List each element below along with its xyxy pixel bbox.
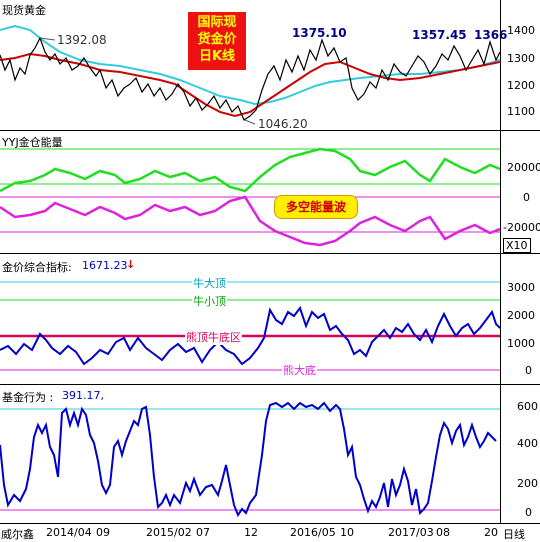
fund-tick-0: 0 xyxy=(525,506,532,519)
price-tick-1300: 1300 xyxy=(507,52,535,65)
composite-title: 金价综合指标: xyxy=(2,261,72,274)
divider xyxy=(0,130,540,131)
composite-axis: 3000 2000 1000 0 xyxy=(500,254,540,384)
x-label-10: 10 xyxy=(340,526,354,539)
x-label-09: 09 xyxy=(96,526,110,539)
label-bull-big: 牛大顶 xyxy=(192,275,227,291)
composite-panel: 金价综合指标: 1671.23 ↓ 牛大顶 牛小顶 熊顶牛底区 熊大底 xyxy=(0,254,500,384)
composite-tick-3000: 3000 xyxy=(507,281,535,294)
x-label-07: 07 xyxy=(196,526,210,539)
price-axis: 1400 1300 1200 1100 xyxy=(500,0,540,130)
price-callout-high3: 1366 xyxy=(474,28,508,42)
fund-chart[interactable] xyxy=(0,385,500,523)
energy-chart[interactable] xyxy=(0,131,500,253)
x-label-brand: 威尔鑫 xyxy=(1,528,34,541)
fund-value: 391.17, xyxy=(62,389,104,402)
x-period[interactable]: 日线 xyxy=(503,528,525,541)
price-title: 现货黄金 xyxy=(2,4,46,17)
chart-banner: 国际现 货金价 日K线 xyxy=(188,12,246,70)
fund-tick-400: 400 xyxy=(517,437,538,450)
fund-tick-200: 200 xyxy=(517,477,538,490)
price-tick-1400: 1400 xyxy=(507,24,535,37)
x-label-20: 20 xyxy=(484,526,498,539)
fund-title: 基金行为 : xyxy=(2,391,54,404)
x-label-12: 12 xyxy=(244,526,258,539)
composite-value: 1671.23 xyxy=(82,259,128,272)
energy-badge: 多空能量波 xyxy=(274,195,358,219)
x-label-2014-04: 2014/04 xyxy=(46,526,92,539)
energy-tick-0: 0 xyxy=(523,191,530,204)
composite-tick-2000: 2000 xyxy=(507,309,535,322)
fund-panel: 基金行为 : 391.17, xyxy=(0,385,500,523)
fund-tick-600: 600 xyxy=(517,400,538,413)
price-tick-1100: 1100 xyxy=(507,105,535,118)
price-chart[interactable] xyxy=(0,0,500,130)
x-label-08: 08 xyxy=(436,526,450,539)
composite-tick-1000: 1000 xyxy=(507,337,535,350)
energy-panel: YYJ金仓能量 多空能量波 xyxy=(0,131,500,253)
label-bear-bull: 熊顶牛底区 xyxy=(185,329,242,345)
composite-arrow: ↓ xyxy=(126,258,136,271)
energy-title: YYJ金仓能量 xyxy=(2,136,63,149)
fund-axis: 600 400 200 0 xyxy=(500,385,540,523)
energy-tick-neg20000: -20000 xyxy=(503,221,540,234)
x-label-2016-05: 2016/05 xyxy=(290,526,336,539)
price-callout-left: 1392.08 xyxy=(57,33,107,47)
composite-chart[interactable] xyxy=(0,254,500,384)
energy-multiplier: X10 xyxy=(503,238,531,253)
price-panel: 现货黄金 1392.08 1046.20 1375.10 1357.45 136… xyxy=(0,0,507,131)
x-axis: 威尔鑫 2014/04 09 2015/02 07 12 2016/05 10 … xyxy=(0,523,540,541)
label-bull-small: 牛小顶 xyxy=(192,293,227,309)
price-callout-high2: 1357.45 xyxy=(412,28,467,42)
price-tick-1200: 1200 xyxy=(507,79,535,92)
x-label-2017-03: 2017/03 xyxy=(388,526,434,539)
price-callout-high: 1375.10 xyxy=(292,26,347,40)
composite-tick-0: 0 xyxy=(525,364,532,377)
divider xyxy=(0,253,540,254)
label-bear-big: 熊大底 xyxy=(282,362,317,378)
x-label-2015-02: 2015/02 xyxy=(146,526,192,539)
energy-axis: 20000 0 -20000 X10 xyxy=(500,131,540,253)
energy-tick-20000: 20000 xyxy=(507,161,540,174)
divider xyxy=(0,384,540,385)
price-callout-low: 1046.20 xyxy=(258,117,308,131)
